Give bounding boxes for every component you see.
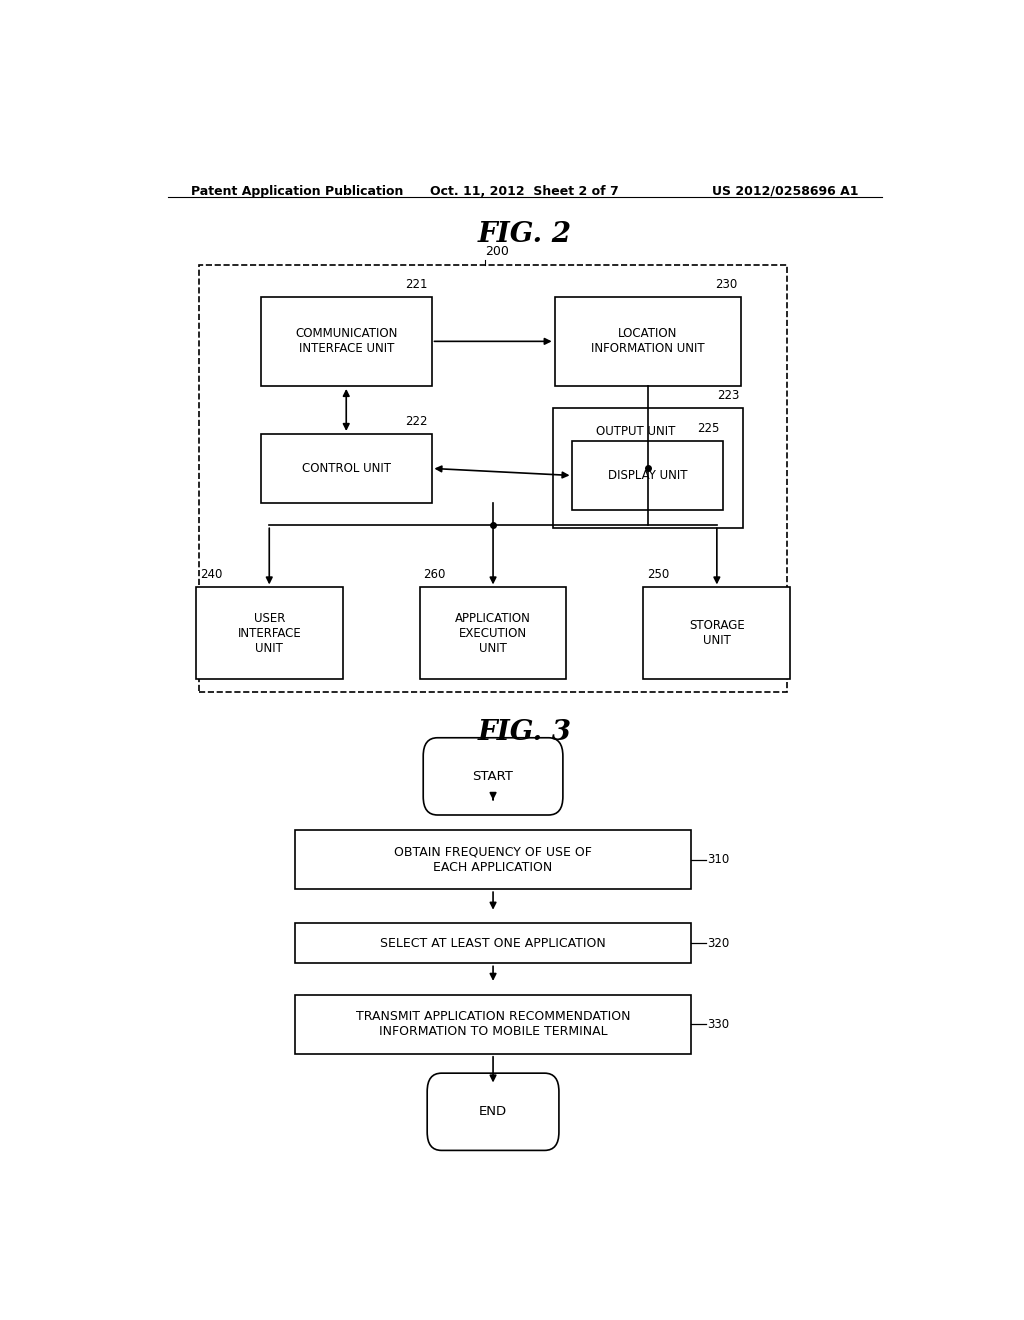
- Text: 310: 310: [708, 853, 729, 866]
- Text: 240: 240: [200, 568, 222, 581]
- Text: COMMUNICATION
INTERFACE UNIT: COMMUNICATION INTERFACE UNIT: [295, 327, 397, 355]
- FancyBboxPatch shape: [420, 587, 566, 678]
- Text: START: START: [473, 770, 513, 783]
- Text: 225: 225: [697, 422, 719, 434]
- Text: 200: 200: [485, 246, 509, 257]
- Text: US 2012/0258696 A1: US 2012/0258696 A1: [712, 185, 858, 198]
- FancyBboxPatch shape: [295, 830, 691, 890]
- Text: END: END: [479, 1105, 507, 1118]
- FancyBboxPatch shape: [261, 434, 431, 503]
- Text: APPLICATION
EXECUTION
UNIT: APPLICATION EXECUTION UNIT: [455, 611, 531, 655]
- FancyBboxPatch shape: [295, 995, 691, 1053]
- Text: TRANSMIT APPLICATION RECOMMENDATION
INFORMATION TO MOBILE TERMINAL: TRANSMIT APPLICATION RECOMMENDATION INFO…: [355, 1010, 631, 1039]
- Text: Patent Application Publication: Patent Application Publication: [191, 185, 403, 198]
- FancyBboxPatch shape: [643, 587, 791, 678]
- FancyBboxPatch shape: [261, 297, 431, 385]
- Text: FIG. 2: FIG. 2: [478, 222, 571, 248]
- Text: 230: 230: [715, 277, 737, 290]
- FancyBboxPatch shape: [196, 587, 343, 678]
- Text: OUTPUT UNIT: OUTPUT UNIT: [596, 425, 676, 438]
- Text: 221: 221: [406, 277, 428, 290]
- Text: 330: 330: [708, 1018, 729, 1031]
- FancyBboxPatch shape: [295, 923, 691, 964]
- Text: STORAGE
UNIT: STORAGE UNIT: [689, 619, 744, 647]
- Text: Oct. 11, 2012  Sheet 2 of 7: Oct. 11, 2012 Sheet 2 of 7: [430, 185, 620, 198]
- Text: USER
INTERFACE
UNIT: USER INTERFACE UNIT: [238, 611, 301, 655]
- FancyBboxPatch shape: [572, 441, 723, 510]
- Text: SELECT AT LEAST ONE APPLICATION: SELECT AT LEAST ONE APPLICATION: [380, 937, 606, 949]
- Text: 223: 223: [717, 389, 739, 403]
- Text: CONTROL UNIT: CONTROL UNIT: [302, 462, 391, 475]
- Text: 250: 250: [647, 568, 670, 581]
- FancyBboxPatch shape: [553, 408, 743, 528]
- Text: OBTAIN FREQUENCY OF USE OF
EACH APPLICATION: OBTAIN FREQUENCY OF USE OF EACH APPLICAT…: [394, 846, 592, 874]
- Text: LOCATION
INFORMATION UNIT: LOCATION INFORMATION UNIT: [591, 327, 705, 355]
- Text: FIG. 3: FIG. 3: [478, 719, 571, 746]
- Text: 320: 320: [708, 937, 729, 949]
- FancyBboxPatch shape: [423, 738, 563, 814]
- FancyBboxPatch shape: [427, 1073, 559, 1151]
- Text: DISPLAY UNIT: DISPLAY UNIT: [608, 469, 687, 482]
- Text: 260: 260: [424, 568, 446, 581]
- Text: 222: 222: [406, 414, 428, 428]
- FancyBboxPatch shape: [555, 297, 741, 385]
